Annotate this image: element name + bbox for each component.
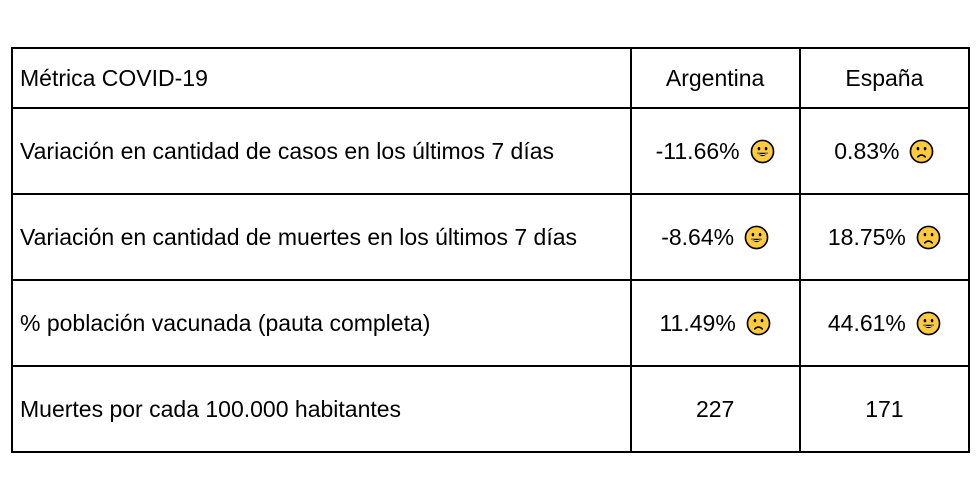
grinning-face-icon bbox=[916, 311, 941, 335]
frowning-face-icon bbox=[916, 225, 941, 249]
grinning-face-icon bbox=[750, 139, 774, 163]
header-argentina: Argentina bbox=[629, 47, 801, 109]
argentina-value: 11.49% bbox=[659, 309, 736, 336]
metric-deaths-per-100k: Muertes por cada 100.000 habitantes bbox=[11, 365, 632, 453]
spain-cell: 18.75% bbox=[798, 193, 971, 281]
header-spain: España bbox=[798, 47, 971, 109]
frowning-face-icon bbox=[746, 311, 771, 335]
header-metric: Métrica COVID-19 bbox=[11, 47, 632, 109]
spain-value: 18.75% bbox=[827, 223, 906, 250]
table-row: Muertes por cada 100.000 habitantes 227 … bbox=[11, 365, 971, 453]
argentina-value: 227 bbox=[629, 365, 801, 453]
spain-value: 171 bbox=[798, 365, 971, 453]
argentina-cell: 11.49% bbox=[629, 279, 801, 367]
table-header-row: Métrica COVID-19 Argentina España bbox=[11, 47, 971, 109]
spain-value: 0.83% bbox=[834, 137, 900, 164]
argentina-value: -8.64% bbox=[661, 223, 735, 250]
metric-vaccinated-population: % población vacunada (pauta completa) bbox=[11, 279, 632, 367]
frowning-face-icon bbox=[910, 139, 934, 163]
metric-deaths-variation: Variación en cantidad de muertes en los … bbox=[11, 193, 632, 281]
argentina-value: -11.66% bbox=[655, 137, 740, 164]
grinning-face-icon bbox=[744, 225, 769, 249]
spain-cell: 44.61% bbox=[798, 279, 971, 367]
argentina-cell: -8.64% bbox=[629, 193, 801, 281]
spain-cell: 0.83% bbox=[798, 107, 971, 195]
argentina-cell: -11.66% bbox=[629, 107, 801, 195]
spain-value: 44.61% bbox=[827, 309, 906, 336]
table-row: Variación en cantidad de casos en los úl… bbox=[11, 107, 971, 195]
covid-metrics-table: Métrica COVID-19 Argentina España Variac… bbox=[11, 47, 971, 453]
table-row: Variación en cantidad de muertes en los … bbox=[11, 193, 971, 281]
table-row: % población vacunada (pauta completa) 11… bbox=[11, 279, 971, 367]
metric-cases-variation: Variación en cantidad de casos en los úl… bbox=[11, 107, 632, 195]
